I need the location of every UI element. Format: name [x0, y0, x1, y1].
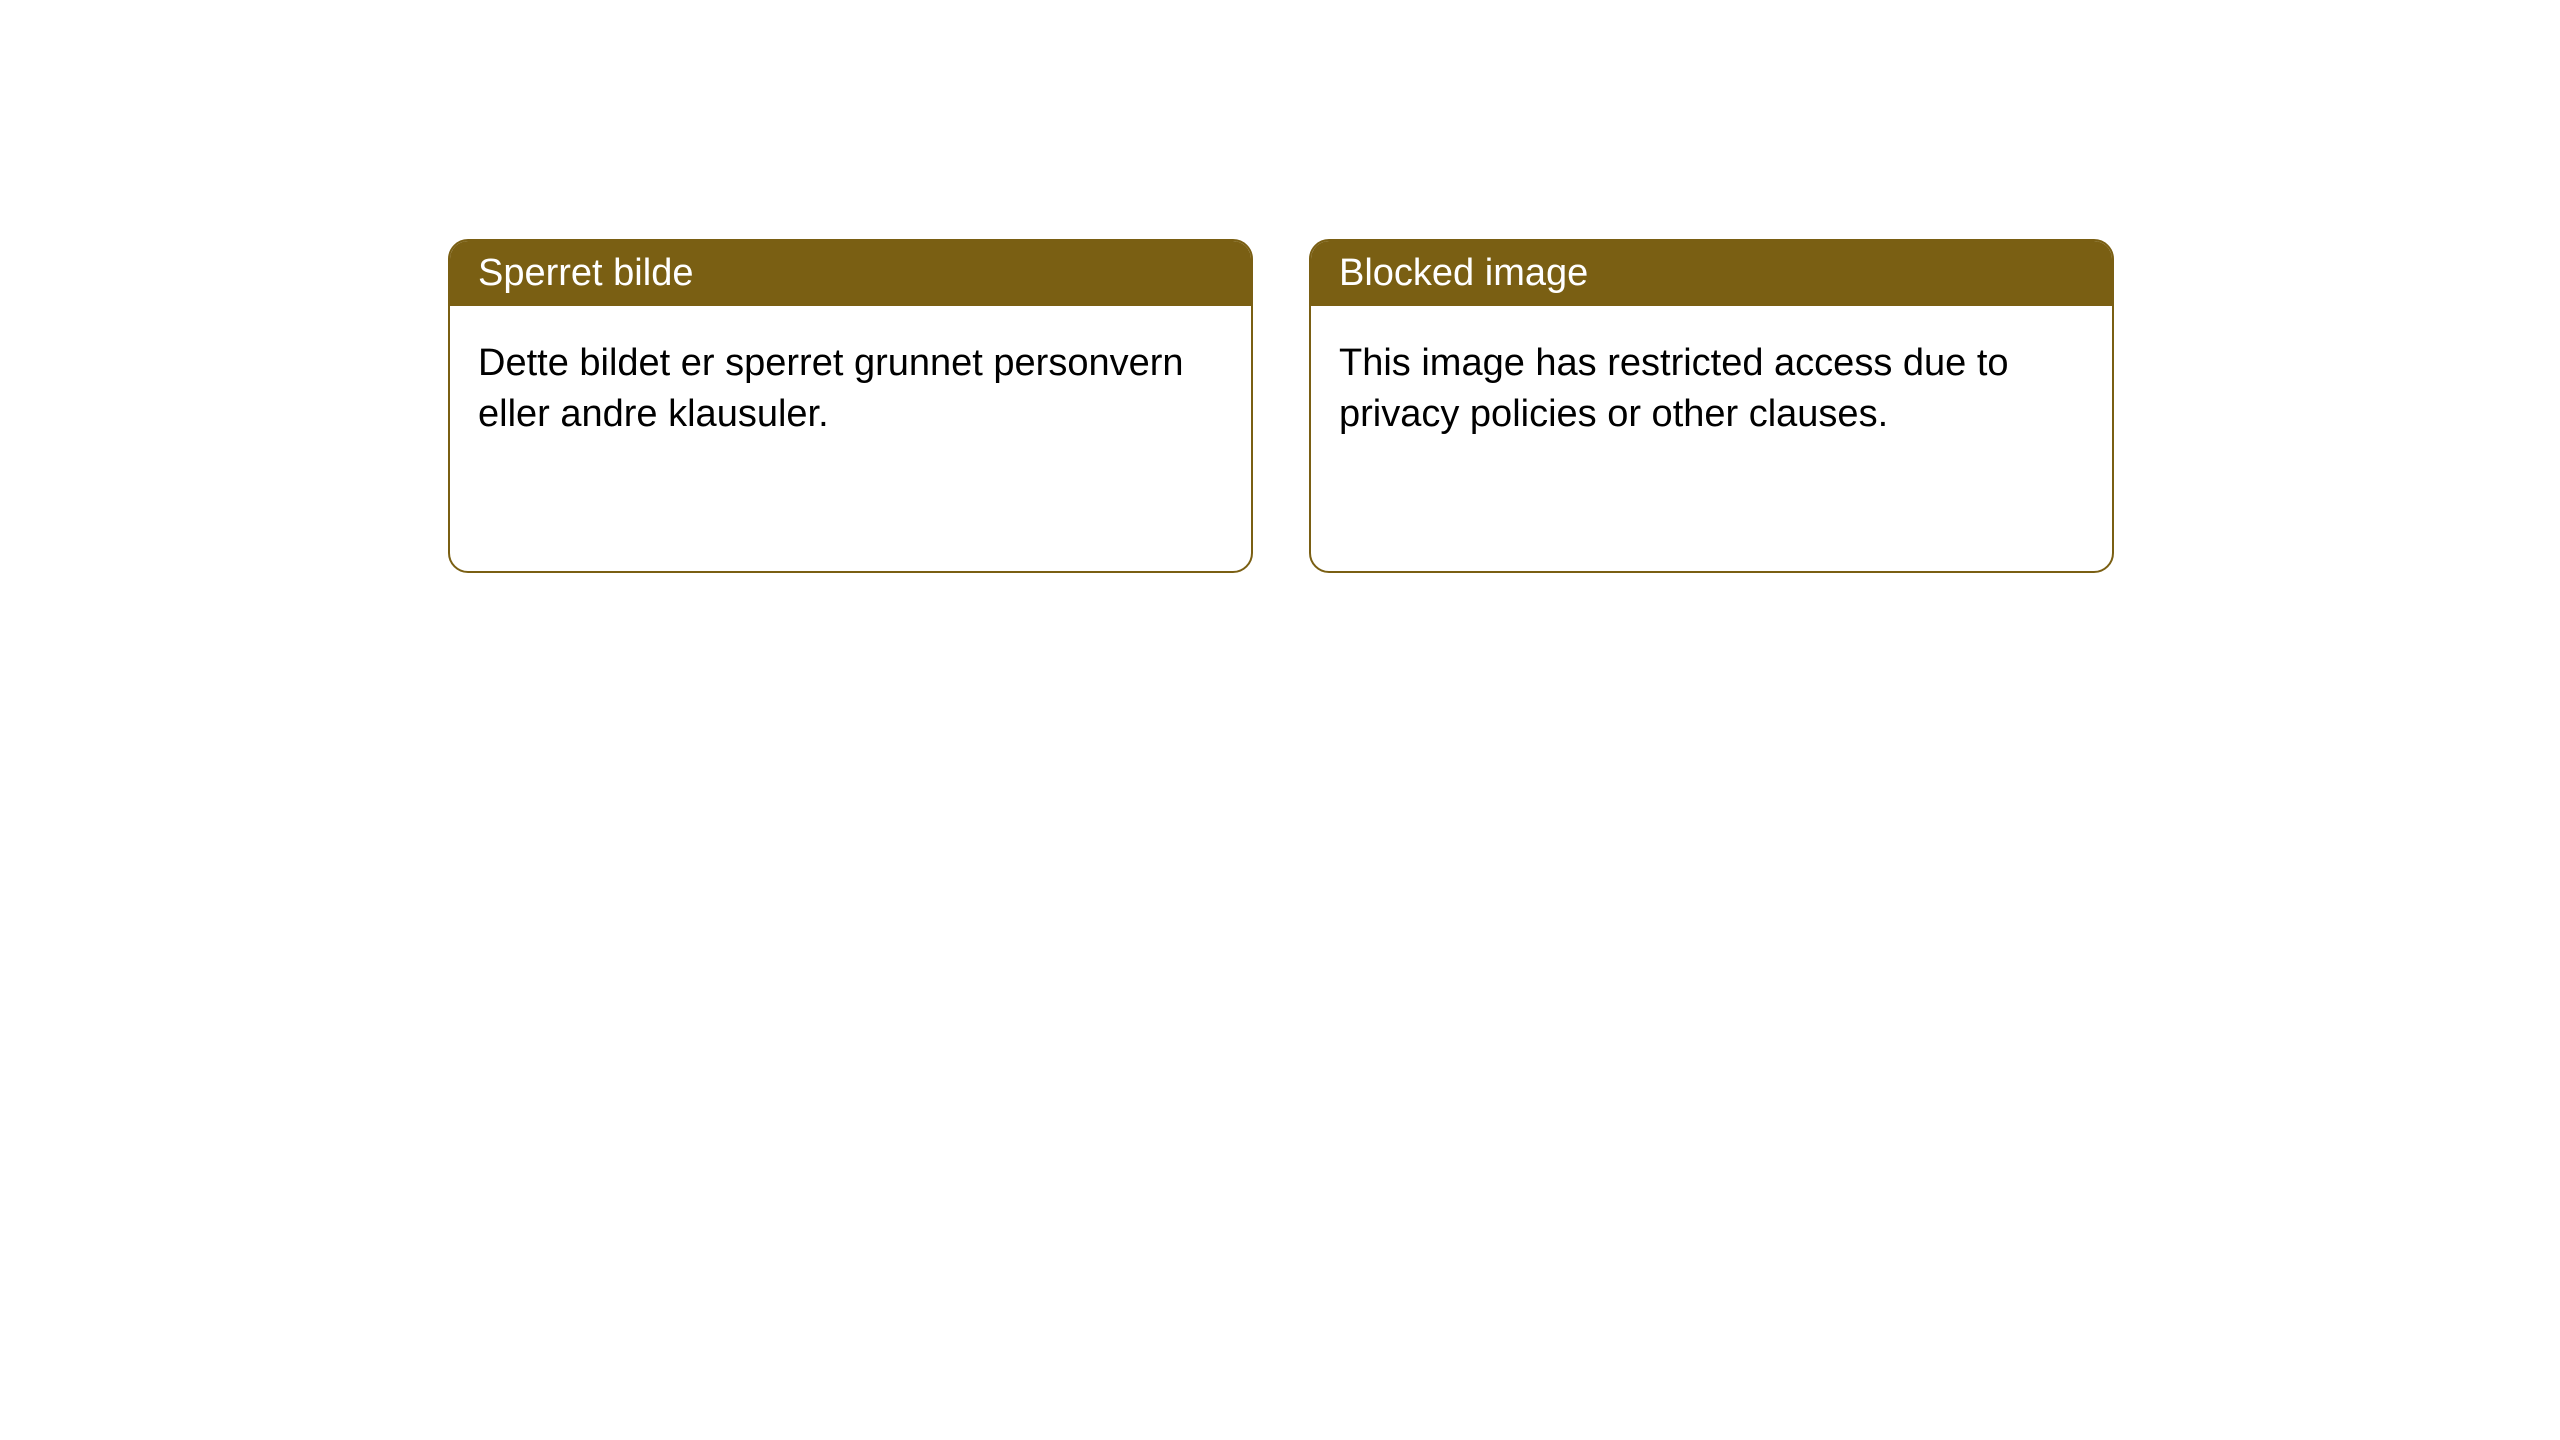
card-title: Sperret bilde	[478, 252, 693, 294]
blocked-image-card-no: Sperret bilde Dette bildet er sperret gr…	[448, 239, 1253, 573]
cards-container: Sperret bilde Dette bildet er sperret gr…	[0, 0, 2560, 573]
card-header: Sperret bilde	[450, 241, 1251, 306]
card-header: Blocked image	[1311, 241, 2112, 306]
blocked-image-card-en: Blocked image This image has restricted …	[1309, 239, 2114, 573]
card-body: Dette bildet er sperret grunnet personve…	[450, 306, 1251, 473]
card-title: Blocked image	[1339, 252, 1588, 294]
card-body-text: Dette bildet er sperret grunnet personve…	[478, 342, 1184, 435]
card-body: This image has restricted access due to …	[1311, 306, 2112, 473]
card-body-text: This image has restricted access due to …	[1339, 342, 2009, 435]
